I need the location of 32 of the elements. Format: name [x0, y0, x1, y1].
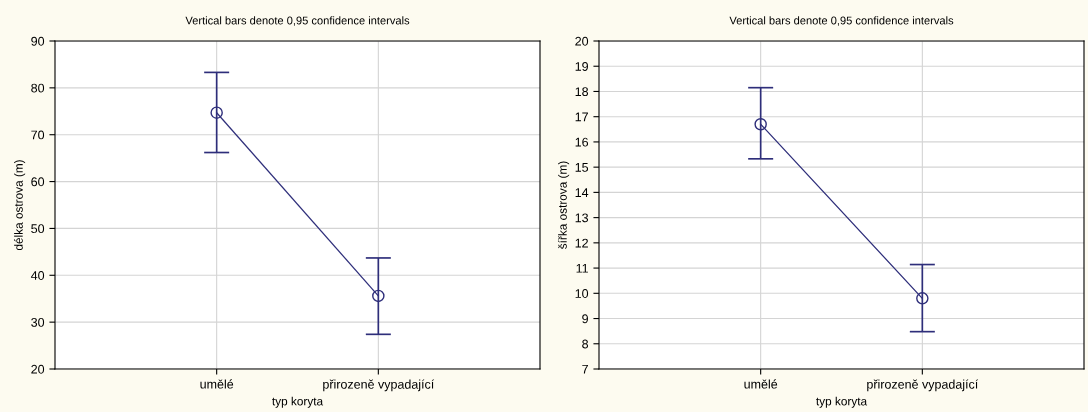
y-tick-label: 18	[575, 87, 589, 97]
y-tick-label: 90	[31, 36, 45, 46]
y-tick-label: 10	[575, 289, 589, 298]
y-tick-label: 40	[30, 271, 45, 280]
y-tick-label: 7	[582, 364, 588, 374]
y-tick-label: 70	[31, 130, 45, 140]
y-tick-label: 14	[575, 188, 589, 197]
x-axis-title: typ koryta	[272, 396, 324, 408]
x-tick-label: umělé	[200, 379, 234, 389]
y-tick-label: 12	[575, 238, 588, 248]
y-tick-label: 50	[31, 224, 45, 234]
y-tick-label: 19	[575, 62, 588, 71]
x-tick-label: přirozeně vypadající	[867, 379, 979, 392]
y-tick-label: 16	[575, 137, 589, 147]
y-axis-title: délka ostrova (m)	[13, 160, 26, 251]
y-tick-label: 30	[31, 317, 45, 327]
y-tick-label: 9	[582, 314, 588, 324]
y-tick-label: 11	[576, 264, 588, 273]
chart-title: Vertical bars denote 0,95 confidence intervals	[729, 16, 954, 26]
y-tick-label: 8	[582, 339, 589, 349]
x-tick-label: přirozeně vypadající	[323, 379, 435, 392]
y-tick-label: 60	[31, 177, 45, 187]
y-tick-label: 20	[31, 364, 45, 374]
x-axis-title: typ koryta	[816, 396, 868, 408]
y-tick-label: 80	[31, 83, 45, 93]
y-tick-label: 15	[575, 163, 589, 172]
y-axis-title: šířka ostrova (m)	[557, 161, 570, 249]
chart-title: Vertical bars denote 0,95 confidence intervals	[185, 16, 410, 26]
y-tick-label: 20	[575, 36, 589, 46]
x-tick-label: umělé	[744, 379, 778, 389]
y-tick-label: 17	[575, 112, 588, 122]
y-tick-label: 13	[575, 213, 589, 223]
